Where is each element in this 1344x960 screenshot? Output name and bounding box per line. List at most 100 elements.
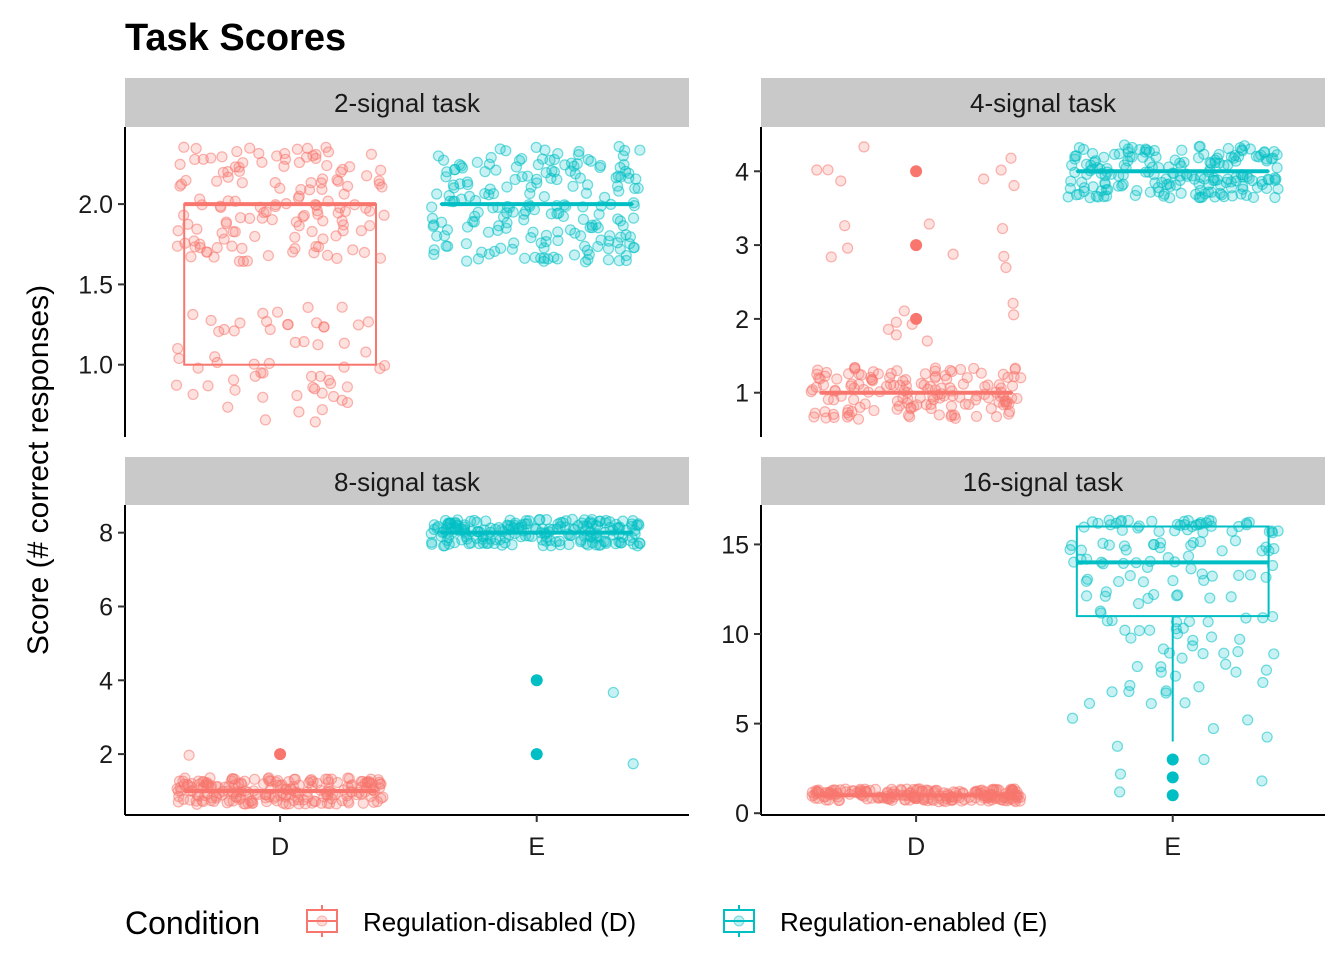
jitter-point (852, 413, 865, 425)
jitter-point (1005, 152, 1017, 164)
jitter-point (1176, 144, 1188, 156)
y-tick-label: 2 (99, 741, 113, 769)
jitter-point (582, 153, 594, 166)
jitter-point (310, 240, 322, 253)
jitter-point (1186, 640, 1199, 652)
jitter-point (1108, 148, 1121, 160)
jitter-point (1204, 592, 1216, 604)
jitter-point (171, 240, 184, 252)
jitter-point (627, 212, 640, 224)
jitter-point (426, 201, 438, 213)
jitter-point (217, 166, 229, 179)
jitter-point (1081, 573, 1094, 585)
jitter-point (191, 223, 203, 235)
jitter-point (1003, 408, 1015, 420)
jitter-point (357, 797, 369, 809)
jitter-point (182, 218, 194, 230)
jitter-point (618, 159, 630, 171)
facet-strip-label: 8-signal task (334, 467, 481, 497)
jitter-point (577, 213, 589, 225)
jitter-point (854, 401, 866, 414)
jitter-point (440, 171, 452, 183)
jitter-point (487, 188, 500, 200)
jitter-point (576, 517, 588, 529)
jitter-point (805, 386, 817, 398)
jitter-point (567, 180, 579, 192)
jitter-point (1185, 563, 1197, 575)
jitter-point (364, 220, 376, 232)
jitter-point (1266, 559, 1279, 572)
jitter-point (998, 250, 1010, 262)
jitter-point (1143, 146, 1156, 158)
jitter-point (831, 373, 843, 385)
jitter-point (1118, 540, 1131, 552)
jitter-point (1154, 537, 1167, 549)
jitter-point (330, 230, 342, 242)
y-tick-label: 4 (99, 667, 113, 695)
jitter-point (592, 222, 604, 234)
jitter-point (375, 164, 387, 176)
jitter-point (1131, 184, 1143, 197)
jitter-point (374, 778, 386, 790)
jitter-point (610, 172, 622, 184)
jitter-point (1234, 633, 1246, 645)
jitter-point (624, 231, 637, 243)
jitter-point (1262, 173, 1274, 185)
jitter-point (1161, 179, 1173, 191)
jitter-point (460, 238, 472, 250)
jitter-point (249, 370, 261, 382)
jitter-point (1137, 576, 1150, 588)
jitter-point (579, 256, 592, 268)
jitter-point (1260, 664, 1273, 676)
jitter-point (613, 140, 625, 153)
jitter-point (1009, 363, 1021, 375)
jitter-point (298, 209, 310, 222)
outlier-point (910, 165, 923, 178)
jitter-point (309, 416, 321, 428)
jitter-point (316, 183, 328, 196)
jitter-point (1098, 151, 1110, 163)
jitter-point (579, 240, 591, 252)
jitter-point (1256, 775, 1268, 787)
jitter-point (186, 777, 198, 790)
facet-strip-label: 16-signal task (963, 467, 1124, 497)
jitter-point (868, 404, 880, 417)
jitter-point (898, 305, 910, 317)
jitter-point (1226, 190, 1238, 202)
jitter-point (494, 143, 506, 155)
jitter-point (1220, 658, 1232, 670)
jitter-point (234, 212, 247, 224)
jitter-point (1222, 173, 1234, 185)
jitter-point (201, 246, 213, 258)
jitter-point (376, 181, 388, 193)
jitter-point (1246, 175, 1259, 187)
jitter-point (548, 166, 560, 178)
jitter-point (1272, 525, 1284, 537)
jitter-point (630, 173, 642, 185)
jitter-point (532, 159, 544, 171)
jitter-point (236, 177, 248, 189)
jitter-point (538, 242, 550, 254)
jitter-point (205, 152, 217, 164)
jitter-point (890, 316, 902, 328)
jitter-point (1084, 192, 1096, 204)
jitter-point (241, 255, 253, 267)
jitter-point (358, 246, 371, 259)
jitter-point (468, 514, 481, 527)
jitter-point (808, 411, 820, 423)
jitter-point (305, 370, 318, 382)
x-tick-label: D (271, 833, 289, 861)
jitter-point (1193, 681, 1205, 693)
jitter-point (347, 244, 359, 256)
jitter-point (292, 794, 305, 806)
jitter-point (268, 792, 280, 804)
jitter-point (1122, 146, 1134, 158)
jitter-point (317, 233, 329, 245)
jitter-point (211, 175, 223, 187)
jitter-point (1207, 722, 1220, 735)
jitter-point (548, 153, 561, 166)
jitter-point (378, 209, 390, 221)
jitter-point (552, 234, 564, 247)
jitter-point (843, 368, 855, 380)
jitter-point (516, 519, 528, 531)
